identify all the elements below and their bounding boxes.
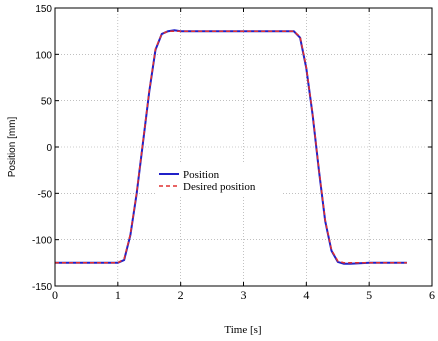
y-tick-label: -100	[32, 236, 52, 247]
y-tick-label: 50	[41, 97, 53, 108]
x-tick-label: 3	[241, 288, 247, 302]
x-tick-label: 4	[303, 288, 309, 302]
x-tick-labels: 0 1 2 3 4 5 6	[52, 288, 435, 302]
x-tick-label: 5	[366, 288, 372, 302]
x-tick-label: 1	[115, 288, 121, 302]
grid	[55, 8, 432, 286]
y-tick-label: -50	[38, 189, 53, 200]
legend-label-desired-position: Desired position	[183, 181, 256, 193]
y-axis-label: Position [mm]	[7, 116, 18, 177]
tick-marks	[54, 7, 433, 287]
y-tick-label: -150	[32, 282, 52, 293]
legend-box	[155, 164, 281, 196]
y-tick-label: 0	[46, 143, 52, 154]
series-layer	[55, 29, 407, 265]
y-tick-label: 100	[35, 50, 52, 61]
x-tick-label: 0	[52, 288, 58, 302]
y-tick-label: 150	[35, 4, 52, 15]
x-tick-label: 6	[429, 288, 435, 302]
y-tick-labels: 150 100 50 0 -50 -100 -150	[32, 4, 52, 293]
legend-label-position: Position	[183, 169, 220, 181]
x-axis-label: Time [s]	[224, 324, 261, 336]
x-tick-label: 2	[178, 288, 184, 302]
legend: Position Desired position	[155, 164, 281, 196]
series-line-desired-position	[55, 30, 407, 264]
